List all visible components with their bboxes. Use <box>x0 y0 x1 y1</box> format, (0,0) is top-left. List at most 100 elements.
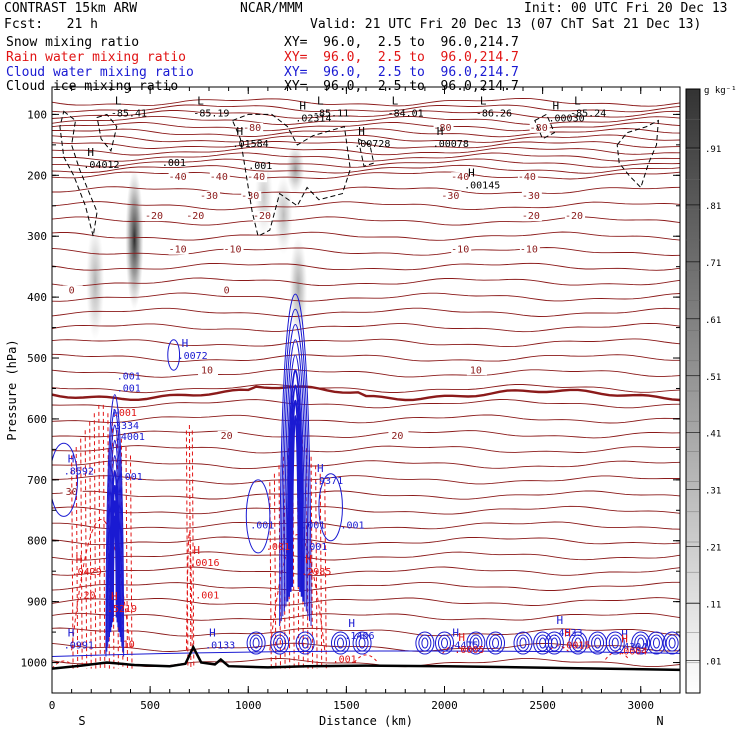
contour-label-bg-0 <box>243 122 264 133</box>
bl-cloud-17-1 <box>665 634 679 652</box>
marker-value-9: .00728 <box>354 139 390 150</box>
y-tick-label-7: 800 <box>27 535 47 548</box>
y-tick-label-5: 600 <box>27 413 47 426</box>
marker-type-9: H <box>358 125 365 138</box>
marker-value-11: .04012 <box>83 160 119 171</box>
colorbar-tick-label-2: .21 <box>705 544 721 554</box>
init-time: Init: 00 UTC Fri 20 Dec 13 <box>524 1 728 16</box>
bl-cloud-16-1 <box>649 634 663 652</box>
temperature-contour-20 <box>52 292 680 302</box>
contour-label-bg-3 <box>168 172 189 183</box>
temperature-contour-5 <box>52 128 680 138</box>
marker-type-12: H <box>468 166 475 179</box>
rain-contour-2-12 <box>324 482 327 669</box>
contour-label-21: 0 <box>69 285 75 296</box>
marker-value-1: -85.19 <box>193 109 229 120</box>
contour-label-24: 10 <box>470 365 482 376</box>
temperature-contour-40 <box>52 597 680 606</box>
contour-label-bg-2 <box>529 122 550 133</box>
temperature-contour-8 <box>52 146 680 156</box>
bl-cloud-14-1 <box>608 634 622 652</box>
contour-label-6: -40 <box>451 172 469 183</box>
temperature-contour-17 <box>52 247 680 256</box>
bl-cloud-17-0 <box>662 631 680 655</box>
temperature-contour-35 <box>52 521 680 530</box>
contour-label-16: -20 <box>565 211 583 222</box>
marker-type-5: L <box>574 95 581 108</box>
contour-label-bg-24 <box>466 365 487 376</box>
rain-contour-0-5 <box>93 413 97 669</box>
field-label-10: .001 <box>266 542 290 553</box>
field-xy-snow: XY= 96.0, 2.5 to 96.0,214.7 <box>284 35 519 50</box>
temperature-contour-42 <box>52 627 680 637</box>
field-label-8: .001 <box>301 521 325 532</box>
marker-value-20: .4533 <box>552 628 582 639</box>
snow-shade-5 <box>289 236 308 340</box>
marker-type-29: H <box>458 631 465 644</box>
marker-value-25: .5219 <box>107 604 137 615</box>
bl-cloud-9-0 <box>513 631 533 655</box>
marker-value-8: .01584 <box>233 139 269 150</box>
contour-label-9: -30 <box>241 191 259 202</box>
cloud-water-contour-1-4 <box>285 354 306 607</box>
marker-value-16: .9371 <box>313 476 343 487</box>
field-label-3: .001 <box>117 384 141 395</box>
colorbar-tick-label-7: .71 <box>705 259 721 269</box>
contour-label-bg-21 <box>62 285 83 296</box>
temperature-contour-29 <box>52 430 680 439</box>
bl-cloud-13-1 <box>591 634 605 652</box>
rain-contour-0-1 <box>75 446 79 669</box>
marker-value-26: .2985 <box>301 567 331 578</box>
marker-type-14: H <box>113 407 120 420</box>
bl-cloud-13-2 <box>594 637 602 649</box>
bl-cloud-5-1 <box>418 634 432 652</box>
temperature-contour-24 <box>52 353 680 363</box>
field-name-rain: Rain water mixing ratio <box>6 50 187 65</box>
marker-type-28: H <box>621 632 628 645</box>
bl-cloud-12-1 <box>571 634 585 652</box>
field-label-12: .001 <box>195 591 219 602</box>
colorbar-unit: g kg⁻¹ <box>704 86 737 96</box>
rain-contour-2-9 <box>310 456 314 669</box>
x-tick-label-4: 2000 <box>431 699 458 712</box>
marker-value-2: -85.11 <box>313 109 349 120</box>
cloud-water-contour-1-0 <box>279 293 312 627</box>
contour-label-bg-26 <box>388 431 409 442</box>
cloud-water-contour-1-3 <box>283 339 307 612</box>
temperature-contour-22 <box>52 322 680 333</box>
marker-value-29: .0005 <box>454 645 484 656</box>
contour-label-bg-7 <box>517 172 538 183</box>
colorbar-tick-label-8: .81 <box>705 202 721 212</box>
marker-type-6: H <box>299 99 306 112</box>
bl-cloud-12-0 <box>568 631 588 655</box>
marker-type-17: H <box>209 626 216 639</box>
bl-cloud-7-0 <box>466 631 486 655</box>
colorbar-tick-label-4: .41 <box>705 430 721 440</box>
temperature-contour-34 <box>52 505 680 515</box>
colorbar-tick-label-1: .11 <box>705 601 721 611</box>
rain-contour-0-12 <box>125 446 128 669</box>
cloud-water-lobe-0 <box>52 442 79 517</box>
temperature-contour-12 <box>52 171 680 180</box>
rain-contour-0-4 <box>89 421 92 669</box>
temperature-contour-11 <box>52 164 680 174</box>
rain-contour-0-9 <box>111 421 115 669</box>
contour-label-25: 20 <box>221 431 233 442</box>
field-label-9: .001 <box>340 521 364 532</box>
snow-shade-0 <box>86 224 105 340</box>
contour-label-15: -20 <box>522 211 540 222</box>
x-tick-label-2: 1000 <box>235 699 262 712</box>
rain-wisp-2 <box>605 651 630 660</box>
temperature-contour-31 <box>52 460 680 470</box>
temperature-contour-2 <box>52 110 680 119</box>
bl-cloud-11-0 <box>544 631 564 655</box>
field-name-snow: Snow mixing ratio <box>6 35 140 50</box>
bl-cloud-1-1 <box>273 634 287 652</box>
rain-contour-0-13 <box>130 455 133 669</box>
colorbar-tick-label-9: .91 <box>705 145 721 155</box>
marker-value-24: .0016 <box>189 558 219 569</box>
contour-label-1: -80 <box>434 123 452 134</box>
temperature-contour-38 <box>52 566 680 576</box>
contour-label-bg-25 <box>217 431 238 442</box>
field-label-14: .10 <box>117 639 135 650</box>
